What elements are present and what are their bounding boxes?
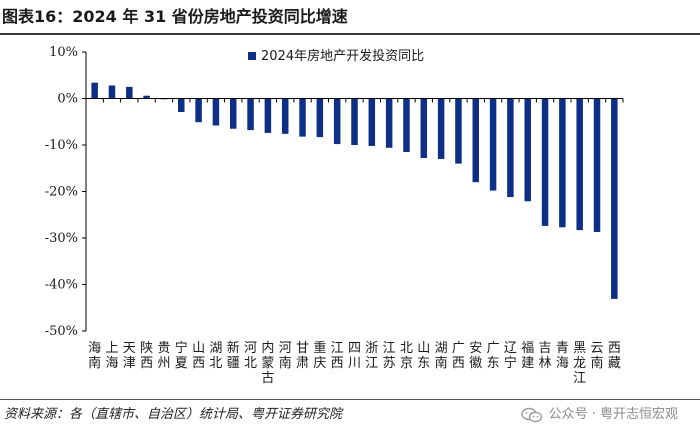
x-tick-label: 陕西 [140,341,153,371]
bar-陕西 [143,95,150,99]
bar-天津 [126,86,133,99]
bar-甘肃 [299,98,306,137]
bar-河南 [281,98,289,134]
bar-浙江 [368,98,376,146]
bar-青海 [559,98,566,228]
x-tick-label: 广东 [487,341,500,371]
bar-湖北 [212,98,220,126]
x-tick-label: 宁夏 [175,340,188,371]
x-tick-label: 江西 [331,341,344,371]
x-tick-label: 河南 [279,341,292,371]
x-tick-label: 天津 [123,341,136,371]
bar-四川 [351,98,358,145]
bar-河北 [247,98,254,131]
x-tick-label: 山西 [192,341,205,371]
x-tick-label: 湖北 [209,341,222,371]
y-tick-label: 0% [57,92,78,107]
y-tick-label: -40% [45,278,78,293]
wechat-icon [520,407,543,423]
x-tick-label: 福建 [521,341,534,371]
title-divider [0,33,700,35]
bar-云南 [593,98,601,232]
bar-吉林 [541,98,549,226]
bar-chart: 2024年房地产开发投资同比 10% 0% -10% -20% -30% -40% -50%… [45,45,624,386]
y-tick-label: -20% [45,185,78,200]
bar-湖南 [437,98,445,159]
x-tick-label: 江苏 [383,341,396,371]
x-tick-labels: 海南上海天津陕西贵州宁夏山西湖北新疆河北内蒙古河南甘肃重庆江西四川浙江江苏北京山… [88,340,621,386]
bar-黑龙江 [576,98,583,231]
bar-新疆 [229,98,237,129]
x-tick-label: 云南 [591,341,604,371]
x-axis [85,98,624,103]
bar-重庆 [316,98,324,138]
x-tick-label: 内蒙古 [261,340,274,386]
bar-江西 [333,98,341,145]
footer-divider [0,399,700,400]
x-tick-label: 河北 [244,341,257,371]
y-axis: 10% 0% -10% -20% -30% -40% -50% [45,45,87,339]
bar-山西 [195,98,202,123]
x-tick-label: 四川 [348,341,361,371]
x-tick-label: 湖南 [435,341,448,371]
x-tick-label: 浙江 [365,341,378,371]
bar-上海 [108,85,116,99]
bar-广西 [455,98,462,164]
y-tick-label: 10% [49,45,78,60]
bar-辽宁 [507,98,514,198]
x-tick-label: 辽宁 [504,341,517,371]
x-tick-label: 甘肃 [296,341,309,371]
x-tick-label: 吉林 [539,341,552,371]
bar-广东 [489,98,497,191]
x-tick-label: 安徽 [469,341,482,371]
legend-label: 2024年房地产开发投资同比 [261,48,424,64]
x-tick-label: 海南 [88,341,101,371]
bar-山东 [420,98,428,159]
bar-内蒙古 [264,98,272,133]
x-tick-label: 广西 [452,341,465,371]
bar-宁夏 [178,98,185,112]
bar-series [91,82,618,299]
x-tick-label: 青海 [556,341,569,371]
x-tick-label: 贵州 [157,341,170,371]
x-tick-label: 重庆 [313,340,326,371]
bar-北京 [403,98,410,152]
x-tick-label: 北京 [400,341,413,371]
bar-江苏 [385,98,393,148]
x-tick-label: 上海 [105,341,118,371]
bar-福建 [524,98,531,202]
x-tick-label: 西藏 [608,341,621,371]
bar-西藏 [611,98,618,299]
x-tick-label: 山东 [417,341,430,371]
chart-title: 图表16：2024 年 31 省份房地产投资同比增速 [2,7,348,26]
y-tick-label: -50% [45,324,78,339]
x-tick-label: 黑龙江 [573,341,586,386]
source-note: 资料来源：各（直辖市、自治区）统计局、粤开证券研究院 [4,407,343,422]
x-tick-label: 新疆 [227,340,240,371]
watermark: 公众号 · 粤开志恒宏观 [520,403,678,427]
legend: 2024年房地产开发投资同比 [248,48,424,64]
y-tick-label: -30% [45,231,78,246]
bar-海南 [91,82,98,99]
legend-swatch [248,52,256,60]
y-tick-label: -10% [45,138,78,153]
watermark-text: 公众号 · 粤开志恒宏观 [548,407,678,422]
bar-安徽 [472,98,480,183]
